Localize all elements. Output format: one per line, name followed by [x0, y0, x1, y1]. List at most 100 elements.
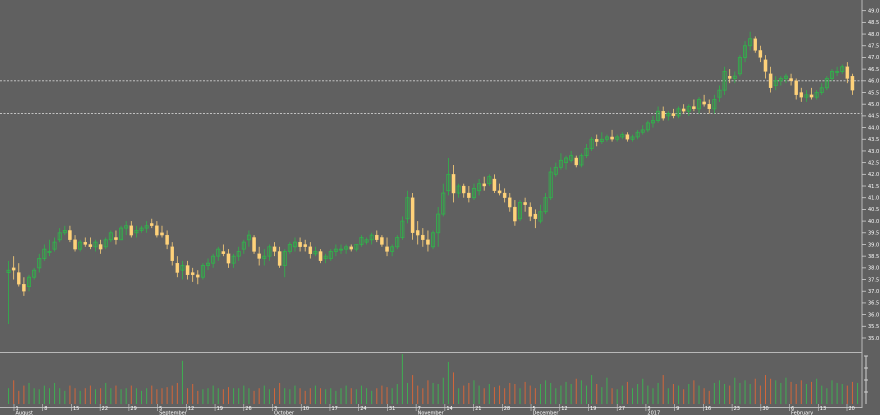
candle-body	[277, 251, 282, 266]
y-tick-label: 49.0	[868, 8, 879, 14]
y-tick-label: 38.0	[868, 266, 879, 272]
candle-body	[57, 232, 62, 241]
x-tick-label: 9	[676, 406, 679, 412]
candle-body	[47, 251, 52, 253]
candle	[727, 69, 732, 84]
candle	[180, 260, 185, 280]
candle	[502, 188, 507, 203]
candle-body	[579, 155, 584, 166]
candle	[686, 104, 691, 116]
candle-body	[518, 201, 522, 220]
candle-body	[32, 269, 37, 278]
y-tick-label: 36.5	[868, 301, 879, 307]
candle-body	[272, 246, 277, 252]
candle-body	[395, 237, 400, 248]
candle-body	[333, 248, 338, 252]
candle	[558, 153, 563, 170]
candle-body	[845, 66, 850, 79]
candle-body	[794, 80, 798, 95]
candle-body	[410, 197, 415, 233]
candle	[804, 90, 809, 102]
candle	[421, 228, 425, 247]
candle-body	[93, 241, 98, 248]
candle-body	[206, 262, 211, 266]
candle	[390, 244, 395, 257]
candle-body	[508, 197, 512, 208]
candle-body	[558, 159, 563, 168]
candle-body	[671, 113, 676, 117]
candle-body	[339, 248, 343, 251]
month-label: February	[791, 411, 813, 415]
candle	[737, 55, 742, 77]
candle	[579, 153, 584, 168]
candle-body	[829, 71, 834, 79]
month-label: October	[274, 411, 295, 415]
candle	[431, 230, 436, 250]
price-candles	[6, 31, 855, 324]
candle	[328, 249, 333, 261]
candle	[814, 90, 819, 100]
candle	[625, 132, 630, 142]
candle	[252, 235, 256, 254]
candle-body	[144, 225, 149, 229]
candle	[564, 155, 569, 170]
y-tick-label: 35.0	[868, 336, 879, 342]
candle-body	[405, 197, 410, 220]
price-axis-ticks[interactable]: 35.0 35.5 36.0 36.5 37.0 37.5 38.0 38.5 39.0 39.5…	[862, 8, 879, 342]
x-tick-label: 27	[619, 406, 625, 412]
candle-body	[814, 92, 819, 98]
candle	[533, 209, 538, 229]
candle	[717, 85, 722, 102]
candle	[415, 221, 420, 245]
candle	[114, 230, 118, 245]
candle	[262, 249, 267, 266]
candle-body	[635, 131, 640, 138]
candle-body	[462, 185, 466, 194]
candle	[610, 129, 614, 142]
candle	[692, 99, 696, 112]
x-tick-label: 20	[849, 406, 855, 412]
candle	[257, 246, 261, 266]
candle	[344, 244, 349, 254]
candle-body	[282, 251, 287, 266]
candle	[68, 225, 72, 243]
candle	[645, 120, 650, 133]
candle-body	[257, 253, 261, 259]
candle-body	[758, 50, 763, 58]
y-tick-label: 44.5	[868, 114, 879, 120]
x-tick-label: 3	[647, 406, 650, 412]
candle-body	[487, 176, 492, 185]
candle	[400, 216, 405, 240]
candle-body	[98, 244, 103, 250]
x-tick-label: 8	[44, 406, 47, 412]
candle-body	[436, 213, 441, 234]
candle-body	[344, 246, 349, 250]
candle	[574, 155, 578, 168]
candle	[103, 237, 108, 250]
candle	[323, 253, 328, 264]
candle	[333, 244, 338, 257]
y-tick-label: 45.0	[868, 102, 879, 108]
candle-body	[190, 272, 195, 276]
candle	[599, 132, 604, 144]
candle-body	[385, 246, 389, 252]
candle	[98, 239, 103, 254]
month-label: 2017	[647, 411, 660, 415]
candle	[246, 230, 251, 247]
candle-body	[584, 148, 589, 157]
candle-body	[267, 246, 272, 257]
candle	[829, 69, 834, 81]
candle	[799, 87, 804, 102]
candle-body	[68, 230, 72, 240]
candle	[482, 176, 486, 191]
candle	[462, 183, 466, 198]
candle	[487, 174, 492, 187]
candle	[548, 167, 553, 201]
candle-body	[553, 166, 558, 175]
candle-body	[298, 241, 302, 247]
time-axis-ticks[interactable]: 1 8 15 22 29 5 12 19 26 3 10 17 24 31 7 14 21 28 5 12 19 27 3 9…	[13, 404, 855, 415]
candle-body	[456, 185, 461, 194]
candle-body	[599, 138, 604, 143]
candle-body	[799, 92, 804, 98]
candle	[170, 242, 174, 266]
